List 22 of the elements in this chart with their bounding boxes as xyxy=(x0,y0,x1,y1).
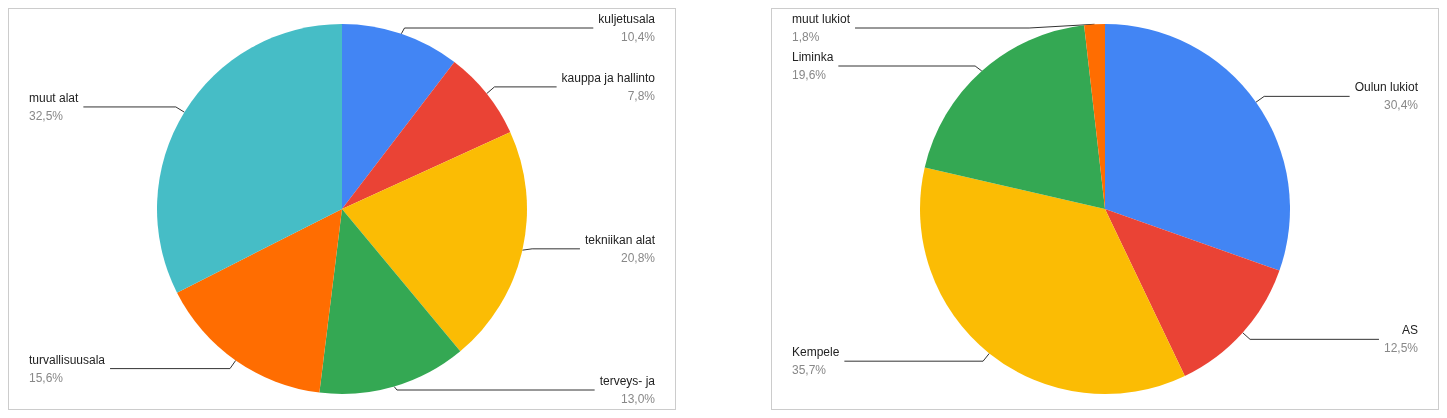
data-label: 1,8% xyxy=(792,30,820,44)
data-label: 13,0% xyxy=(620,392,656,406)
data-label: 15,6% xyxy=(29,370,64,385)
slice-label: Oulun lukiot xyxy=(1354,80,1419,95)
data-label: 20,8% xyxy=(620,250,656,265)
data-label: 30,4% xyxy=(1383,98,1419,113)
slice-label: kuljetusala xyxy=(598,12,656,26)
slice-label: kauppa ja hallinto xyxy=(561,70,656,85)
data-label: 12,5% xyxy=(1383,341,1419,356)
slice-label: Liminka xyxy=(792,50,834,64)
data-label: 35,7% xyxy=(792,363,827,378)
slice-label: terveys- ja xyxy=(599,374,656,388)
slice-label: muut lukiot xyxy=(792,12,851,26)
slice-label: AS xyxy=(1401,323,1418,338)
slice-label: turvallisuusala xyxy=(29,352,106,367)
data-label: 7,8% xyxy=(627,88,656,103)
slice-label: Kempele xyxy=(792,345,840,360)
data-label: 19,6% xyxy=(792,68,827,82)
slice-label: muut alat xyxy=(29,90,80,105)
data-label: 32,5% xyxy=(29,108,64,123)
data-label: 10,4% xyxy=(620,30,656,44)
slice-label: tekniikan alat xyxy=(584,232,656,247)
